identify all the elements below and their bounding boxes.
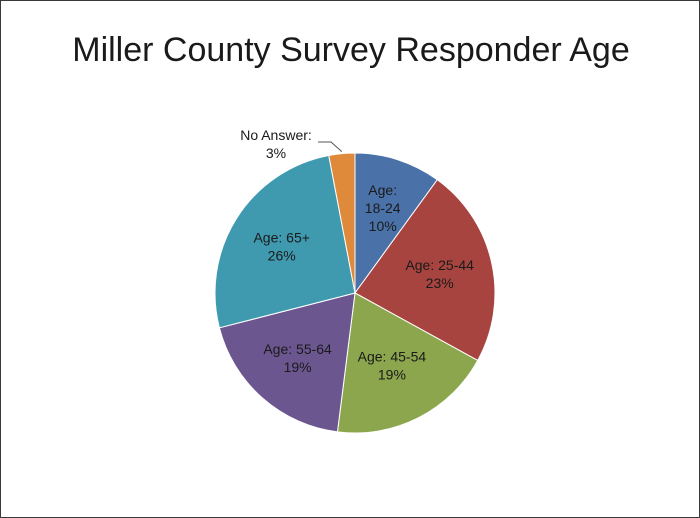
slice-label: Age: 25-44 23% [405, 257, 474, 291]
chart-title: Miller County Survey Responder Age [72, 31, 630, 69]
pie-slice-age-55-64 [218, 292, 356, 433]
pie-slice-age-65 [214, 154, 356, 329]
pie-slice-age-45-54 [336, 292, 479, 434]
slice-label: No Answer: 3% [240, 127, 312, 161]
pie-slice-no-answer [328, 152, 356, 294]
pie-slice-age-18-24 [354, 152, 438, 295]
slice-label: Age: 18-24 10% [365, 182, 401, 234]
slice-label: Age: 65+ 26% [253, 230, 309, 264]
pie-slice-age-25-44 [354, 179, 496, 362]
slice-label: Age: 45-54 19% [358, 348, 427, 382]
slice-label: Age: 55-64 19% [263, 341, 332, 375]
leader-line [318, 141, 343, 152]
